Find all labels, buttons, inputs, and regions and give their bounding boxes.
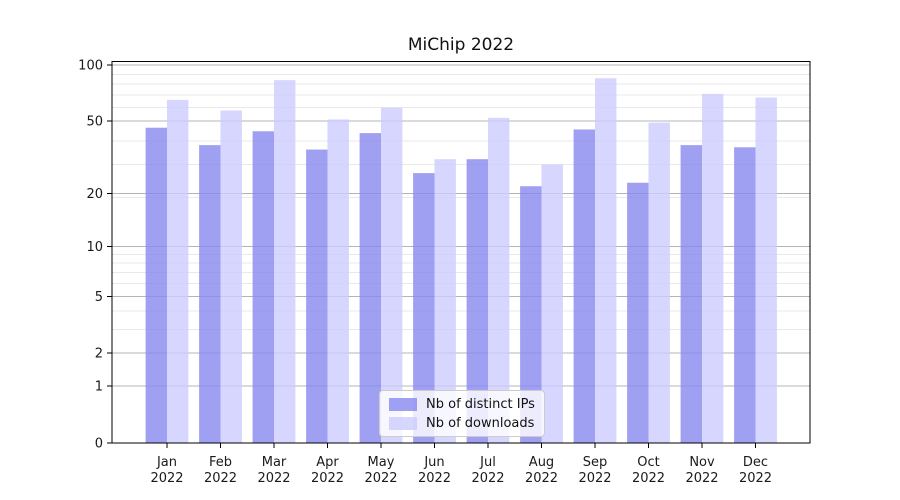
svg-text:May: May — [368, 455, 395, 470]
svg-text:Jan: Jan — [156, 455, 177, 470]
svg-text:2022: 2022 — [525, 471, 558, 486]
bar-sep-ips — [573, 129, 595, 444]
bar-dec-ips — [734, 147, 756, 444]
bar-sep-downloads — [595, 78, 617, 443]
bar-mar-ips — [252, 131, 274, 443]
bars — [145, 78, 777, 444]
svg-text:2: 2 — [95, 347, 103, 362]
svg-text:2022: 2022 — [739, 471, 772, 486]
svg-text:2022: 2022 — [257, 471, 290, 486]
svg-text:0: 0 — [95, 437, 103, 452]
chart-title: MiChip 2022 — [407, 35, 515, 55]
svg-text:Oct: Oct — [637, 455, 659, 470]
svg-text:2022: 2022 — [418, 471, 451, 486]
axis-tick-labels: 0125102050100Jan2022Feb2022Mar2022Apr202… — [78, 59, 772, 486]
bar-jul-ips — [466, 159, 488, 443]
svg-text:2022: 2022 — [150, 471, 183, 486]
legend-label-distinct-ips: Nb of distinct IPs — [426, 397, 535, 412]
svg-text:2022: 2022 — [578, 471, 611, 486]
svg-text:Mar: Mar — [262, 455, 287, 470]
svg-text:Sep: Sep — [583, 455, 608, 470]
svg-text:20: 20 — [86, 187, 103, 202]
svg-text:50: 50 — [86, 115, 103, 130]
axes-frame — [111, 61, 811, 444]
bar-may-ips — [359, 133, 381, 444]
bar-jan-ips — [145, 127, 167, 443]
bar-apr-downloads — [327, 119, 349, 444]
svg-text:Jun: Jun — [423, 455, 444, 470]
svg-text:Feb: Feb — [209, 455, 232, 470]
distinct-ips-swatch-icon — [389, 398, 417, 411]
svg-text:2022: 2022 — [685, 471, 718, 486]
bar-jun-downloads — [434, 159, 456, 443]
legend-label-downloads: Nb of downloads — [426, 416, 535, 431]
svg-text:5: 5 — [95, 290, 103, 305]
bar-mar-downloads — [274, 80, 296, 443]
legend: Nb of distinct IPs Nb of downloads — [379, 390, 545, 437]
bar-nov-ips — [680, 145, 702, 443]
bar-oct-ips — [627, 182, 649, 443]
svg-text:Apr: Apr — [316, 455, 339, 470]
svg-text:2022: 2022 — [204, 471, 237, 486]
bar-jun-ips — [413, 173, 435, 443]
svg-text:1: 1 — [95, 380, 103, 395]
bar-apr-ips — [306, 149, 328, 443]
svg-text:Aug: Aug — [529, 455, 554, 470]
bar-feb-downloads — [220, 110, 242, 443]
axis-ticks — [107, 64, 756, 448]
svg-text:2022: 2022 — [364, 471, 397, 486]
bar-oct-downloads — [648, 122, 670, 443]
bar-aug-ips — [520, 186, 542, 444]
bar-feb-ips — [199, 145, 221, 443]
bar-may-downloads — [381, 107, 403, 443]
svg-text:Jul: Jul — [479, 455, 496, 470]
legend-item-downloads: Nb of downloads — [389, 415, 536, 432]
svg-text:10: 10 — [86, 240, 103, 255]
bar-aug-downloads — [541, 164, 563, 443]
svg-text:2022: 2022 — [311, 471, 344, 486]
downloads-swatch-icon — [389, 417, 417, 430]
bar-jul-downloads — [488, 117, 510, 444]
bar-dec-downloads — [755, 97, 777, 443]
svg-text:Nov: Nov — [689, 455, 715, 470]
svg-text:Dec: Dec — [743, 455, 768, 470]
bar-nov-downloads — [702, 93, 724, 443]
svg-text:2022: 2022 — [471, 471, 504, 486]
legend-item-distinct-ips: Nb of distinct IPs — [389, 396, 536, 413]
svg-text:100: 100 — [78, 59, 103, 74]
svg-text:2022: 2022 — [632, 471, 665, 486]
bar-jan-downloads — [167, 99, 189, 443]
